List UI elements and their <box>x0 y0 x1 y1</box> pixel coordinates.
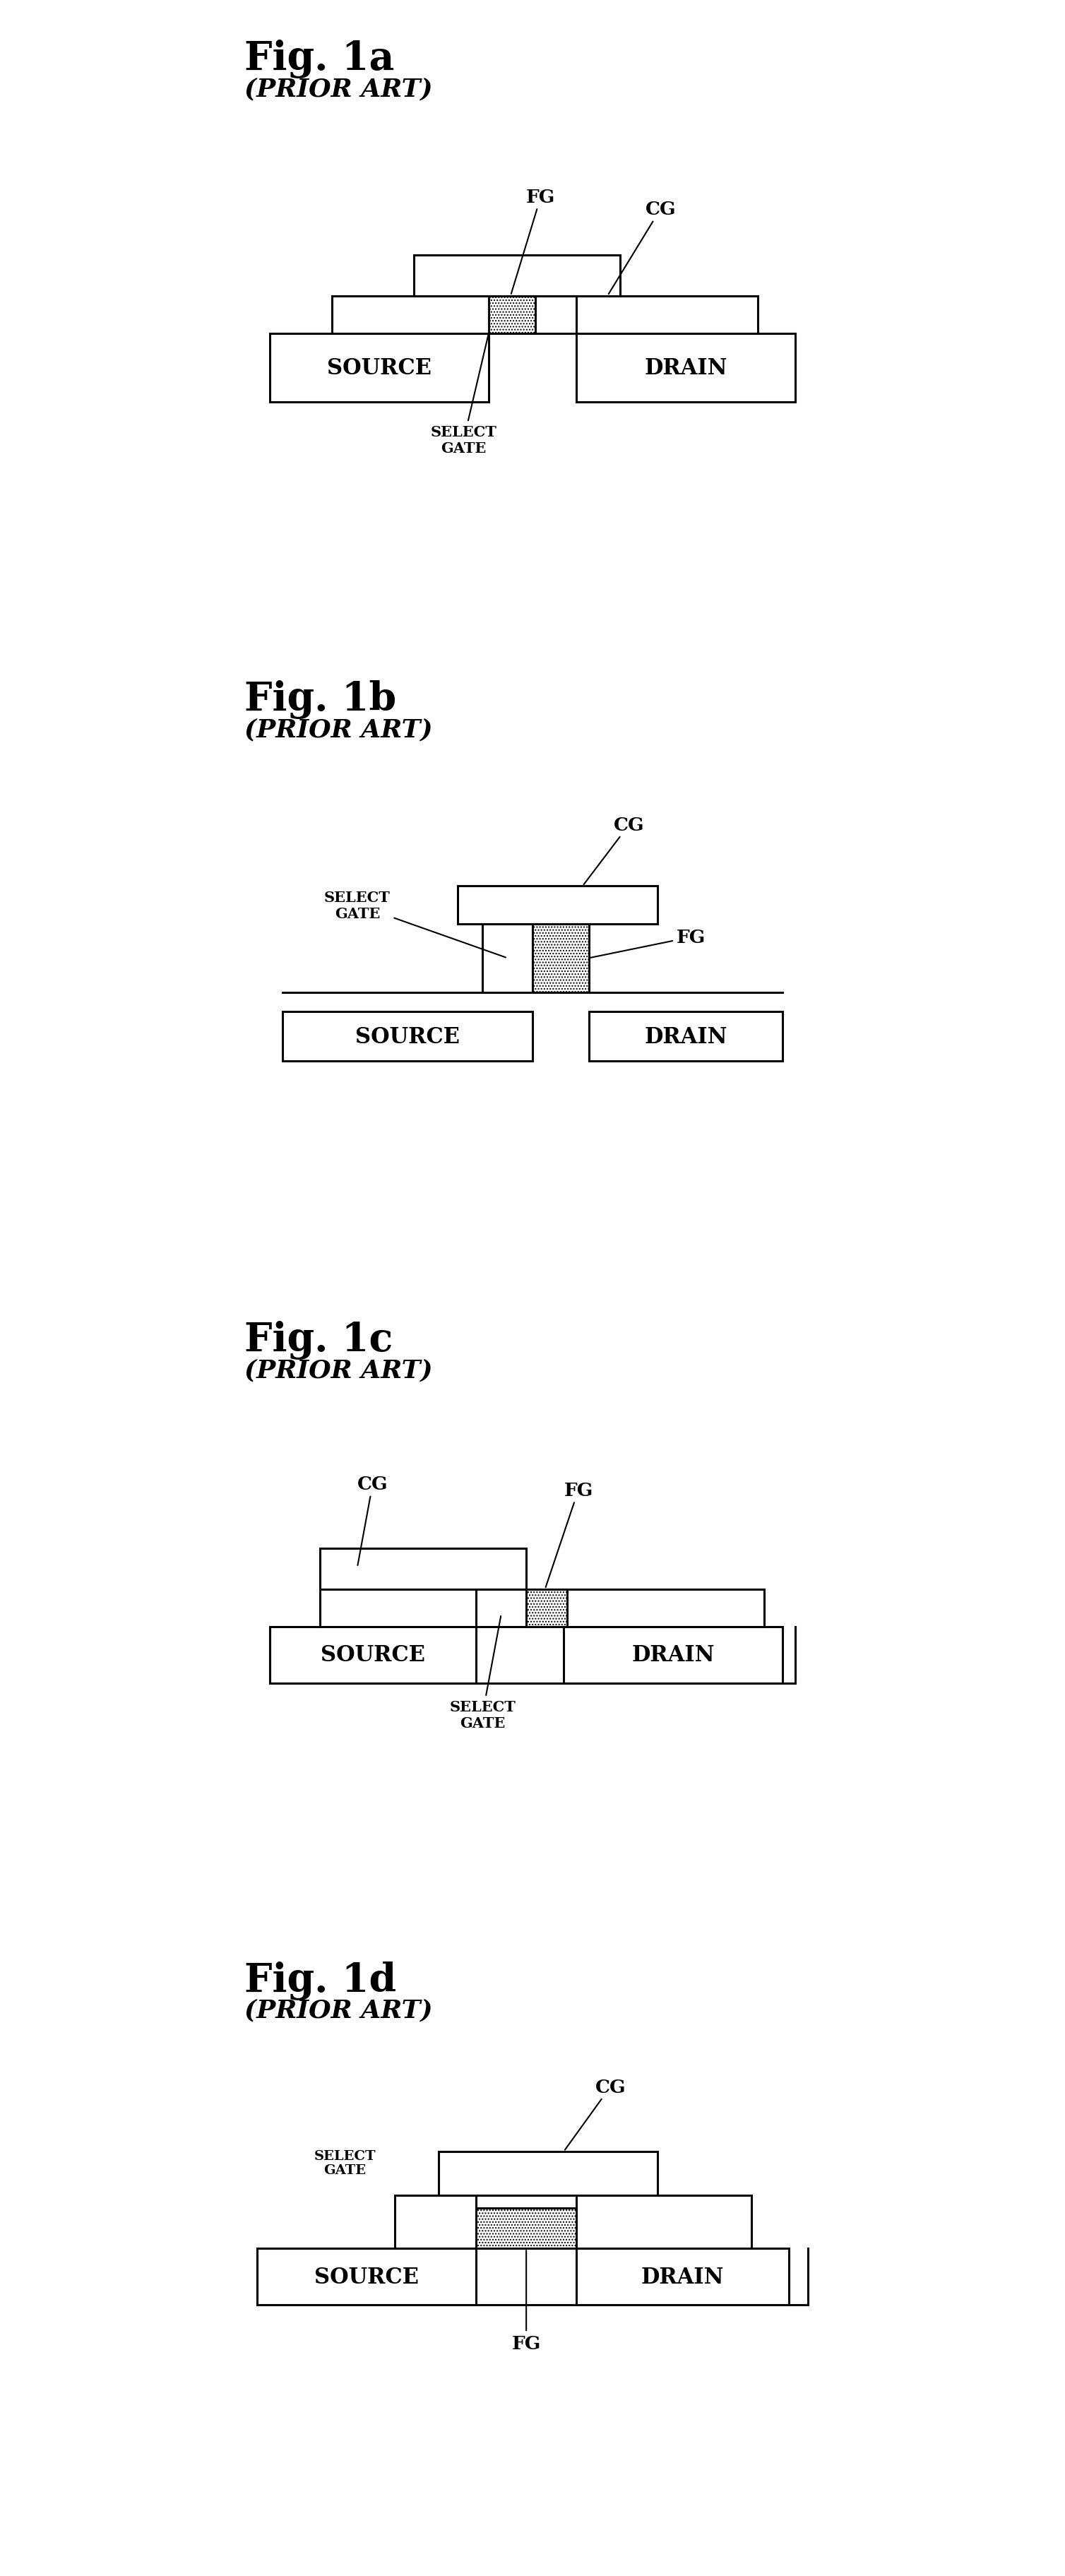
Text: SOURCE: SOURCE <box>355 1025 460 1048</box>
Bar <box>576 335 796 402</box>
Bar <box>476 1589 526 1628</box>
Bar <box>395 2195 476 2249</box>
Bar <box>536 296 576 335</box>
Bar <box>332 296 489 335</box>
Bar <box>439 2151 658 2195</box>
Text: DRAIN: DRAIN <box>644 1025 727 1048</box>
Text: FG: FG <box>511 188 556 294</box>
Text: Fig. 1d: Fig. 1d <box>245 1960 396 1999</box>
Text: Fig. 1c: Fig. 1c <box>245 1321 393 1360</box>
Text: SELECT
GATE: SELECT GATE <box>324 891 506 958</box>
Bar <box>482 925 532 992</box>
Text: SELECT
GATE: SELECT GATE <box>449 1615 515 1731</box>
Text: SOURCE: SOURCE <box>321 1643 425 1667</box>
Bar <box>589 1012 783 1061</box>
Text: SOURCE: SOURCE <box>314 2267 419 2287</box>
Text: SELECT
GATE: SELECT GATE <box>314 2148 376 2177</box>
Bar <box>282 1012 532 1061</box>
Bar <box>320 1548 526 1589</box>
Text: FG: FG <box>511 2251 541 2352</box>
Bar <box>457 886 658 925</box>
Text: CG: CG <box>584 817 644 886</box>
Bar <box>257 2249 476 2306</box>
Text: DRAIN: DRAIN <box>641 2267 724 2287</box>
Bar <box>269 1628 476 1682</box>
Bar <box>576 296 758 335</box>
Bar <box>526 1589 567 1628</box>
Bar <box>563 1628 783 1682</box>
Bar <box>413 255 620 296</box>
Text: (PRIOR ART): (PRIOR ART) <box>245 719 433 742</box>
Text: DRAIN: DRAIN <box>632 1643 715 1667</box>
Text: (PRIOR ART): (PRIOR ART) <box>245 1999 433 2022</box>
Bar <box>576 2249 789 2306</box>
Text: FG: FG <box>545 1481 593 1587</box>
Text: Fig. 1b: Fig. 1b <box>245 680 396 719</box>
Text: (PRIOR ART): (PRIOR ART) <box>245 1358 433 1381</box>
Text: CG: CG <box>564 2079 626 2151</box>
Bar <box>269 335 489 402</box>
Bar <box>476 2208 576 2249</box>
Text: FG: FG <box>591 930 706 958</box>
Text: SOURCE: SOURCE <box>327 358 431 379</box>
Text: Fig. 1a: Fig. 1a <box>245 39 395 80</box>
Text: DRAIN: DRAIN <box>644 358 727 379</box>
Text: CG: CG <box>608 201 676 294</box>
Bar <box>576 2195 752 2249</box>
Bar <box>489 296 536 335</box>
Bar <box>567 1589 764 1628</box>
Text: CG: CG <box>357 1476 388 1566</box>
Text: SELECT
GATE: SELECT GATE <box>430 335 497 456</box>
Bar <box>532 925 589 992</box>
Text: (PRIOR ART): (PRIOR ART) <box>245 77 433 100</box>
